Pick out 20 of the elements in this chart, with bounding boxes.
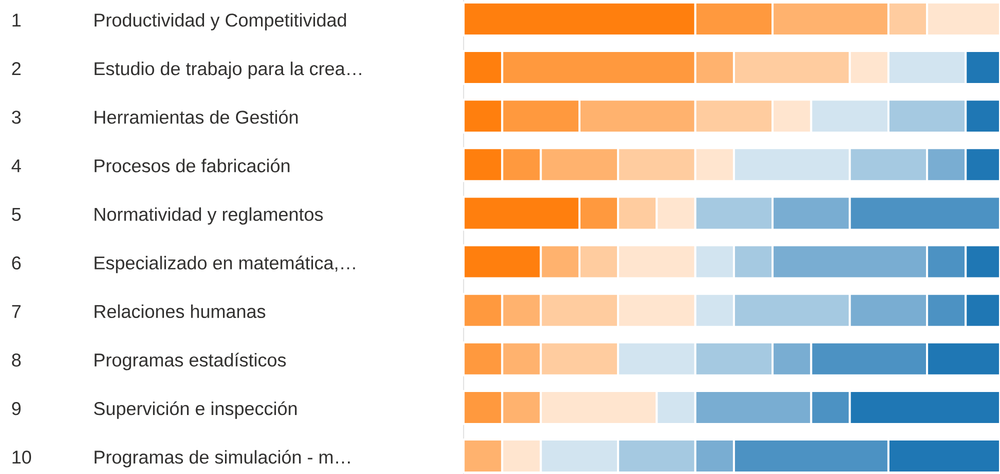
- text: 7: [12, 305, 21, 318]
- text: 8: [12, 353, 21, 367]
- y-tick-label: Supervición e inspección: [94, 401, 297, 419]
- y-tick-label: Programas estadísticos: [94, 352, 286, 370]
- text: 3: [12, 110, 21, 124]
- y-tick-label: Productividad y Competitividad: [94, 13, 346, 30]
- y-tick-label: Programas de simulación - m…: [94, 450, 350, 468]
- y-tick-label: Herramientas de Gestión: [94, 110, 298, 124]
- text: 5: [12, 208, 21, 221]
- text: 1: [12, 14, 21, 26]
- y-tick-label: Relaciones humanas: [94, 304, 266, 318]
- text: 10: [12, 450, 32, 464]
- y-tick-label: Estudio de trabajo para la crea…: [94, 62, 362, 79]
- text: 6: [12, 256, 21, 270]
- y-tick-label: Procesos de fabricación: [94, 158, 290, 172]
- text: 2: [12, 62, 21, 76]
- y-tick-label: Normatividad y reglamentos: [94, 207, 323, 225]
- text: 4: [12, 159, 21, 172]
- y-tick-label: Especializado en matemática,…: [94, 256, 355, 274]
- text: 9: [12, 402, 21, 416]
